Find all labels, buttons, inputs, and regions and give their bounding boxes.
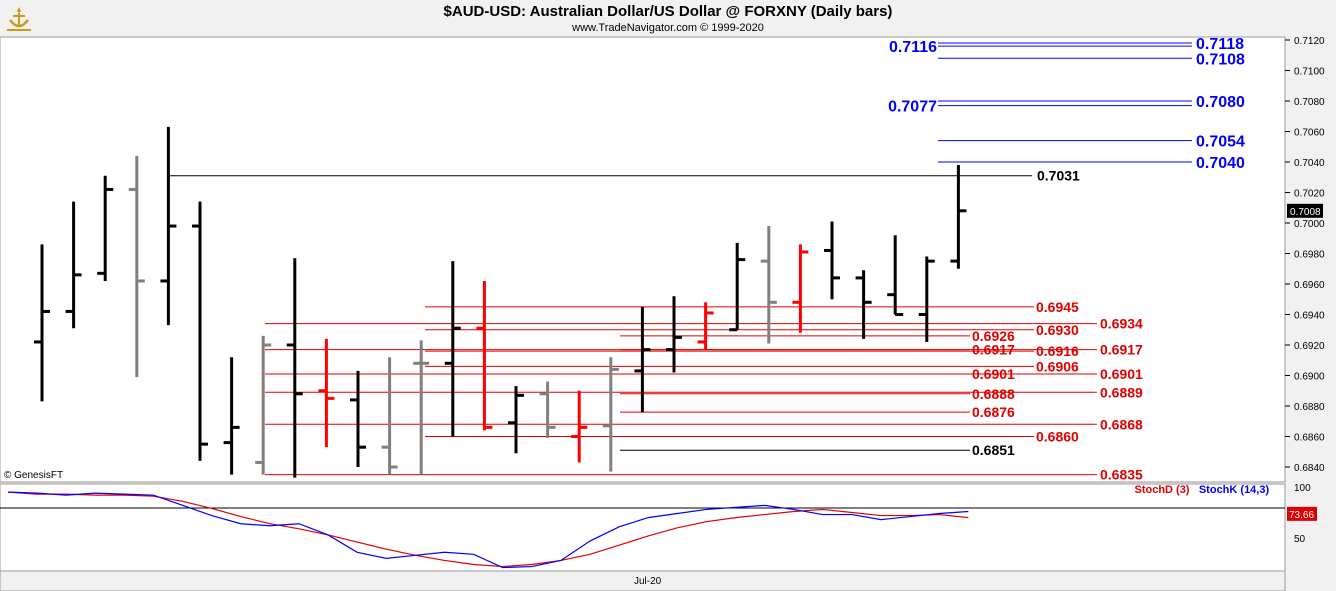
y-tick-label: 0.6860 [1294, 433, 1325, 444]
support-label: 0.6851 [972, 442, 1015, 458]
y-tick-label: 0.7100 [1294, 67, 1325, 78]
stoch-last-value-label: 73.66 [1289, 510, 1314, 521]
support-label: 0.6926 [972, 328, 1015, 344]
stochk-legend: StochK (14,3) [1199, 484, 1270, 496]
y-tick-label: 0.6960 [1294, 280, 1325, 291]
price-panel [0, 36, 1286, 483]
last-price-label: 0.7008 [1290, 207, 1321, 218]
y-tick-label: 0.6920 [1294, 341, 1325, 352]
y-tick-label: 0.7040 [1294, 158, 1325, 169]
support-label: 0.6945 [1036, 299, 1079, 315]
support-label: 0.6930 [1036, 322, 1079, 338]
support-label: 0.6901 [1100, 366, 1143, 382]
support-label: 0.6934 [1100, 316, 1143, 332]
support-label: 0.6917 [1100, 342, 1143, 358]
chart-title: $AUD-USD: Australian Dollar/US Dollar @ … [443, 3, 893, 20]
y-tick-label: 0.6940 [1294, 311, 1325, 322]
resistance-label: 0.7108 [1196, 51, 1245, 68]
support-label: 0.6835 [1100, 467, 1143, 483]
y-tick-label: 0.7120 [1294, 36, 1325, 47]
resistance-label: 0.7040 [1196, 155, 1245, 172]
support-label: 0.6868 [1100, 416, 1143, 432]
support-label: 0.6889 [1100, 384, 1143, 400]
stochastic-panel [0, 483, 1286, 572]
support-label: 0.6906 [1036, 358, 1079, 374]
time-axis [0, 570, 1286, 591]
y-tick-label: 0.7060 [1294, 128, 1325, 139]
resistance-label: 0.7077 [888, 99, 937, 116]
support-label: 0.6888 [972, 386, 1015, 402]
stoch-y-tick-label: 100 [1294, 483, 1311, 494]
copyright-label: © GenesisFT [4, 470, 63, 481]
resistance-label: 0.7118 [1196, 36, 1244, 53]
stochd-legend: StochD (3) [1135, 484, 1190, 496]
support-label: 0.6860 [1036, 429, 1079, 445]
y-tick-label: 0.7020 [1294, 189, 1325, 200]
stochd-line [7, 491, 969, 568]
y-tick-label: 0.7080 [1294, 97, 1325, 108]
stochk-line [7, 491, 969, 569]
y-tick-label: 0.7000 [1294, 219, 1325, 230]
trade-navigator-logo-icon [7, 7, 31, 31]
resistance-label: 0.7054 [1196, 134, 1245, 151]
pivot-label: 0.7031 [1037, 168, 1080, 184]
stoch-last-value-box [1287, 506, 1317, 521]
y-tick-label: 0.6880 [1294, 402, 1325, 413]
support-label: 0.6876 [972, 404, 1015, 420]
last-price-box [1287, 203, 1323, 218]
chart-subtitle: www.TradeNavigator.com © 1999-2020 [572, 22, 764, 34]
support-label: 0.6916 [1036, 343, 1079, 359]
y-tick-label: 0.6980 [1294, 250, 1325, 261]
stoch-y-tick-label: 50 [1294, 534, 1306, 545]
resistance-label: 0.7116 [889, 39, 937, 56]
y-tick-label: 0.6900 [1294, 372, 1325, 383]
y-tick-label: 0.6840 [1294, 463, 1325, 474]
x-tick-jul20: Jul-20 [634, 576, 662, 587]
resistance-label: 0.7080 [1196, 94, 1245, 111]
